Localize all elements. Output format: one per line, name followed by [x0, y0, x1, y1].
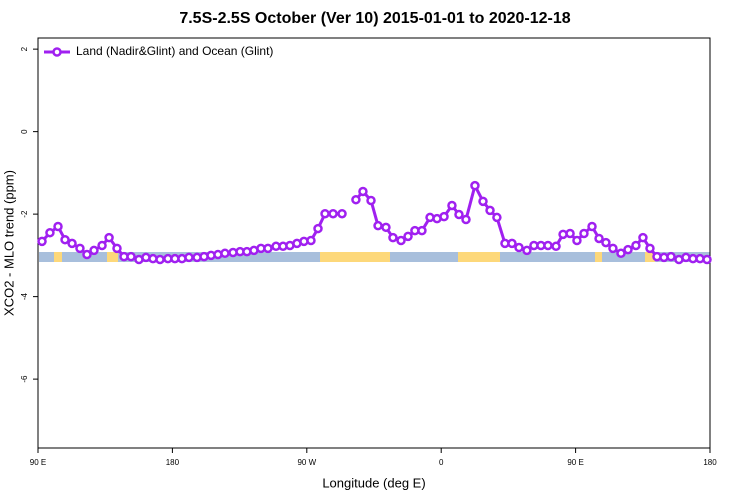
data-point: [328, 208, 338, 219]
land-band: [320, 252, 390, 262]
x-tick-label: 90 W: [297, 458, 316, 467]
data-point: [306, 235, 316, 246]
chart-title: 7.5S-2.5S October (Ver 10) 2015-01-01 to…: [179, 10, 570, 27]
legend-marker: [52, 47, 62, 57]
data-point: [53, 221, 63, 232]
data-point: [623, 244, 633, 255]
data-point: [403, 231, 413, 242]
x-tick-label: 90 E: [567, 458, 583, 467]
data-point: [638, 232, 648, 243]
data-point: [587, 221, 597, 232]
data-point: [263, 243, 273, 254]
data-point: [579, 228, 589, 239]
data-point: [645, 243, 655, 254]
data-point: [631, 240, 641, 251]
data-point: [313, 223, 323, 234]
data-point: [82, 249, 92, 260]
data-point: [447, 200, 457, 211]
data-point: [572, 235, 582, 246]
land-ocean-strip: [39, 252, 710, 262]
data-point: [373, 220, 383, 231]
data-point: [388, 232, 398, 243]
data-point: [358, 186, 368, 197]
data-point: [702, 254, 712, 265]
data-point: [470, 180, 480, 191]
data-point: [320, 208, 330, 219]
data-point: [461, 214, 471, 225]
land-band: [458, 252, 500, 262]
data-point: [337, 208, 347, 219]
y-axis-label: XCO2 - MLO trend (ppm): [1, 170, 16, 316]
data-point: [60, 234, 70, 245]
legend-label: Land (Nadir&Glint) and Ocean (Glint): [76, 44, 273, 58]
y-tick-label: 0: [20, 129, 29, 134]
x-tick-label: 180: [703, 458, 717, 467]
data-point: [514, 242, 524, 253]
data-point: [594, 233, 604, 244]
x-tick-label: 90 E: [30, 458, 46, 467]
data-point: [485, 205, 495, 216]
data-point: [75, 243, 85, 254]
data-point: [666, 251, 676, 262]
data-point: [184, 252, 194, 263]
data-point: [601, 237, 611, 248]
data-point: [478, 196, 488, 207]
data-point: [417, 225, 427, 236]
data-point: [507, 238, 517, 249]
x-axis-label: Longitude (deg E): [322, 475, 425, 490]
data-point: [616, 248, 626, 259]
data-point: [67, 238, 77, 249]
data-point: [522, 245, 532, 256]
data-point: [492, 212, 502, 223]
data-point: [126, 251, 136, 262]
data-point: [381, 222, 391, 233]
land-band: [595, 252, 602, 262]
land-band: [107, 252, 118, 262]
data-point: [97, 240, 107, 251]
x-tick-label: 0: [439, 458, 444, 467]
data-point: [155, 254, 165, 265]
data-point: [608, 243, 618, 254]
y-tick-label: -6: [20, 375, 29, 383]
x-tick-label: 180: [166, 458, 180, 467]
data-point: [45, 227, 55, 238]
data-point: [454, 209, 464, 220]
data-point: [551, 241, 561, 252]
y-tick-label: -2: [20, 210, 29, 218]
data-point: [351, 194, 361, 205]
data-point: [439, 211, 449, 222]
data-point: [37, 236, 47, 247]
data-point: [89, 245, 99, 256]
data-point: [220, 248, 230, 259]
land-band: [645, 252, 655, 262]
y-tick-label: 2: [20, 46, 29, 51]
data-point: [543, 240, 553, 251]
data-point: [104, 232, 114, 243]
data-point: [112, 243, 122, 254]
data-point: [565, 228, 575, 239]
data-point: [366, 195, 376, 206]
data-point: [396, 235, 406, 246]
land-band: [54, 252, 62, 262]
y-tick-label: -4: [20, 293, 29, 301]
